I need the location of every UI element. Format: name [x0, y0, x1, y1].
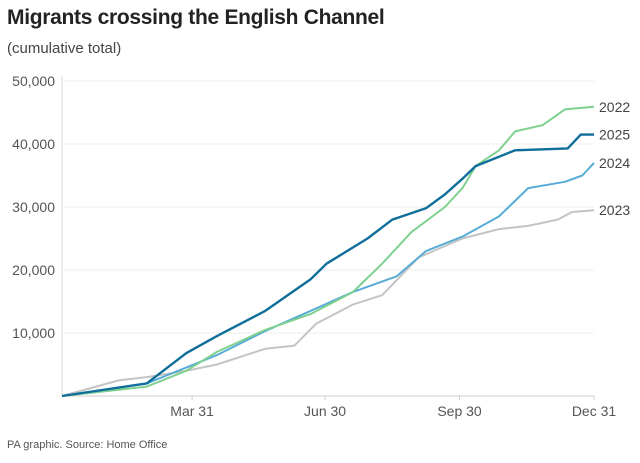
- series-line-2025: [61, 133, 594, 398]
- series-label-2024: 2024: [599, 155, 630, 171]
- x-tick-label: Mar 31: [170, 403, 214, 419]
- source-note: PA graphic. Source: Home Office: [7, 439, 168, 451]
- chart-title: Migrants crossing the English Channel: [7, 6, 385, 29]
- x-tick-label: Sep 30: [437, 403, 482, 419]
- y-tick-label: 20,000: [12, 262, 55, 278]
- y-tick-label: 50,000: [12, 73, 55, 89]
- y-tick-label: 10,000: [12, 325, 55, 341]
- series-line-2024: [61, 162, 595, 397]
- y-tick-label: 40,000: [12, 136, 55, 152]
- x-tick-label: Dec 31: [572, 403, 617, 419]
- series-label-2023: 2023: [599, 202, 630, 218]
- chart-subtitle: (cumulative total): [7, 40, 122, 57]
- y-tick-label: 30,000: [12, 199, 55, 215]
- series-label-2025: 2025: [599, 127, 630, 143]
- series-line-2022: [61, 105, 595, 397]
- x-tick-label: Jun 30: [304, 403, 346, 419]
- series-label-2022: 2022: [599, 99, 630, 115]
